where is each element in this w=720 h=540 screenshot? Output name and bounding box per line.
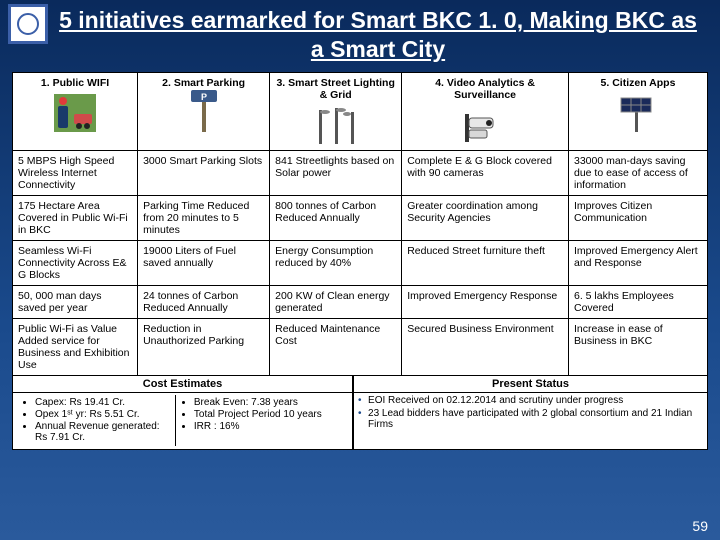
- solar-icon: [574, 92, 702, 132]
- cost-head: Cost Estimates: [12, 376, 353, 393]
- cell: Improves Citizen Communication: [568, 195, 707, 240]
- col-head-surveillance: 4. Video Analytics & Surveillance: [402, 72, 569, 150]
- cell: 200 KW of Clean energy generated: [270, 285, 402, 318]
- list-item: Annual Revenue generated: Rs 7.91 Cr.: [35, 421, 171, 443]
- list-item: EOI Received on 02.12.2014 and scrutiny …: [358, 395, 703, 406]
- cell: 175 Hectare Area Covered in Public Wi-Fi…: [13, 195, 138, 240]
- streetlight-icon: [275, 104, 396, 144]
- cell: Reduction in Unauthorized Parking: [138, 318, 270, 375]
- list-item: 23 Lead bidders have participated with 2…: [358, 408, 703, 430]
- svg-text:P: P: [201, 92, 207, 102]
- cell: Public Wi-Fi as Value Added service for …: [13, 318, 138, 375]
- col-head-apps: 5. Citizen Apps: [568, 72, 707, 150]
- cell: 50, 000 man days saved per year: [13, 285, 138, 318]
- cost-left-list: Capex: Rs 19.41 Cr. Opex 1ˢᵗ yr: Rs 5.51…: [21, 397, 171, 443]
- cell: Improved Emergency Alert and Response: [568, 240, 707, 285]
- col-head-wifi: 1. Public WIFI: [13, 72, 138, 150]
- cell: 33000 man-days saving due to ease of acc…: [568, 150, 707, 195]
- cell: 3000 Smart Parking Slots: [138, 150, 270, 195]
- cell: 841 Streetlights based on Solar power: [270, 150, 402, 195]
- col-label: 5. Citizen Apps: [574, 77, 702, 89]
- table-row: 5 MBPS High Speed Wireless Internet Conn…: [13, 150, 708, 195]
- list-item: IRR : 16%: [194, 421, 344, 432]
- cell: Energy Consumption reduced by 40%: [270, 240, 402, 285]
- cell: Reduced Maintenance Cost: [270, 318, 402, 375]
- cell: 5 MBPS High Speed Wireless Internet Conn…: [13, 150, 138, 195]
- cctv-icon: [407, 104, 563, 144]
- col-head-parking: 2. Smart Parking P: [138, 72, 270, 150]
- cell: 19000 Liters of Fuel saved annually: [138, 240, 270, 285]
- initiatives-table: 1. Public WIFI 2. Smart Parking: [12, 72, 708, 376]
- status-list: EOI Received on 02.12.2014 and scrutiny …: [358, 395, 703, 430]
- cell: Complete E & G Block covered with 90 cam…: [402, 150, 569, 195]
- cost-right-list: Break Even: 7.38 years Total Project Per…: [180, 397, 344, 432]
- cell: 24 tonnes of Carbon Reduced Annually: [138, 285, 270, 318]
- cell: Greater coordination among Security Agen…: [402, 195, 569, 240]
- parking-icon: P: [143, 92, 264, 132]
- cell: Reduced Street furniture theft: [402, 240, 569, 285]
- col-head-lighting: 3. Smart Street Lighting & Grid: [270, 72, 402, 150]
- logo-icon: [8, 4, 48, 44]
- cell: Seamless Wi-Fi Connectivity Across E& G …: [13, 240, 138, 285]
- table-row: 50, 000 man days saved per year 24 tonne…: [13, 285, 708, 318]
- wifi-icon: [18, 92, 132, 132]
- page-number: 59: [692, 518, 708, 534]
- list-item: Break Even: 7.38 years: [194, 397, 344, 408]
- col-label: 4. Video Analytics & Surveillance: [407, 77, 563, 101]
- list-item: Opex 1ˢᵗ yr: Rs 5.51 Cr.: [35, 409, 171, 420]
- footer-row: Cost Estimates Capex: Rs 19.41 Cr. Opex …: [12, 376, 708, 450]
- table-row: 175 Hectare Area Covered in Public Wi-Fi…: [13, 195, 708, 240]
- table-header-row: 1. Public WIFI 2. Smart Parking: [13, 72, 708, 150]
- col-label: 2. Smart Parking: [143, 77, 264, 89]
- status-head: Present Status: [353, 376, 708, 393]
- table-row: Public Wi-Fi as Value Added service for …: [13, 318, 708, 375]
- table-body: 5 MBPS High Speed Wireless Internet Conn…: [13, 150, 708, 375]
- col-label: 1. Public WIFI: [18, 77, 132, 89]
- list-item: Total Project Period 10 years: [194, 409, 344, 420]
- cell: 6. 5 lakhs Employees Covered: [568, 285, 707, 318]
- cell: Parking Time Reduced from 20 minutes to …: [138, 195, 270, 240]
- table-row: Seamless Wi-Fi Connectivity Across E& G …: [13, 240, 708, 285]
- cell: Increase in ease of Business in BKC: [568, 318, 707, 375]
- cell: Secured Business Environment: [402, 318, 569, 375]
- list-item: Capex: Rs 19.41 Cr.: [35, 397, 171, 408]
- cell: Improved Emergency Response: [402, 285, 569, 318]
- cell: 800 tonnes of Carbon Reduced Annually: [270, 195, 402, 240]
- page-title: 5 initiatives earmarked for Smart BKC 1.…: [0, 0, 720, 72]
- col-label: 3. Smart Street Lighting & Grid: [275, 77, 396, 101]
